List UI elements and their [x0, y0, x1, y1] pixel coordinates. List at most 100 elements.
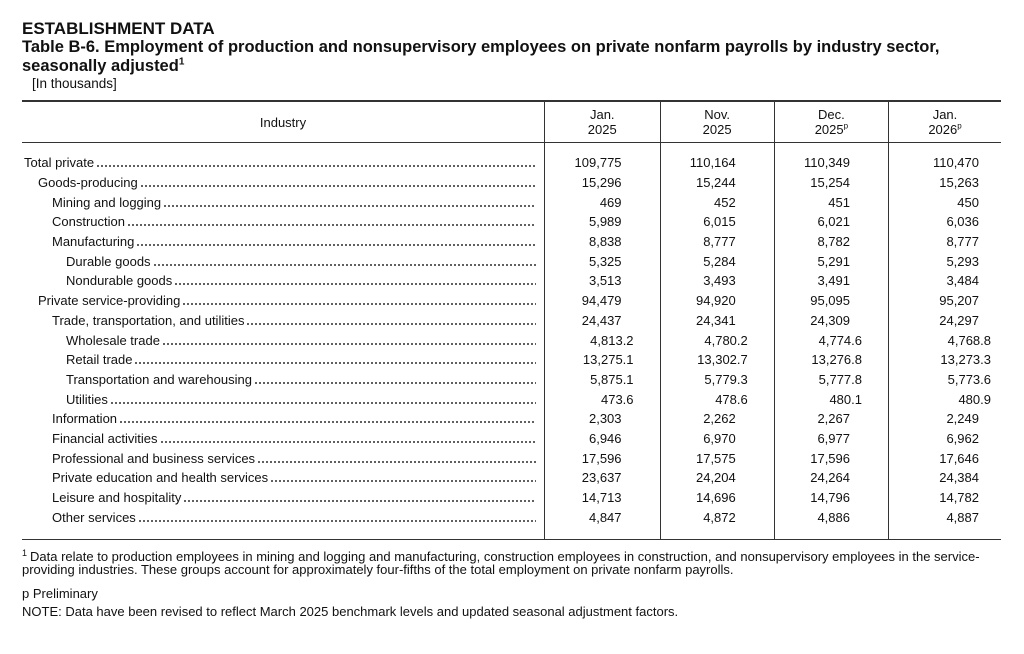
value-cell: 4,886	[773, 507, 889, 528]
table-row: Mining and logging 469 452 451 450	[22, 192, 1001, 213]
table-row: Other services 4,847 4,872 4,886 4,887	[22, 507, 1001, 528]
label-wrap: Wholesale trade	[66, 331, 544, 350]
value-cell: 5,325	[544, 251, 661, 272]
value-cell: 5,293	[888, 251, 1001, 272]
industry-label: Mining and logging	[22, 192, 545, 212]
table-row: Utilities 473.6 478.6 480.1 480.9	[22, 389, 1001, 409]
label-text: Wholesale trade	[66, 332, 160, 348]
label-wrap: Mining and logging	[52, 193, 544, 212]
label-text: Transportation and warehousing	[66, 371, 252, 387]
value-cell: 24,309	[773, 310, 889, 331]
table-row: Nondurable goods 3,513 3,493 3,491 3,484	[22, 271, 1001, 291]
table-title-text: Table B-6. Employment of production and …	[22, 38, 940, 75]
industry-label: Information	[22, 409, 545, 429]
label-text: Trade, transportation, and utilities	[52, 312, 245, 328]
label-wrap: Durable goods	[66, 252, 544, 271]
industry-label: Other services	[22, 507, 545, 527]
value-cell: 109,775	[544, 153, 661, 173]
label-text: Mining and logging	[52, 194, 162, 210]
label-wrap: Construction	[52, 212, 544, 231]
page: ESTABLISHMENT DATA Table B-6. Employment…	[22, 19, 1002, 619]
value-cell: 13,275.1	[544, 349, 661, 370]
label-text: Manufacturing	[52, 234, 135, 250]
table-title: Table B-6. Employment of production and …	[22, 38, 1002, 76]
industry-label: Total private	[22, 153, 545, 173]
spacer-cell	[888, 527, 1001, 541]
value-cell: 452	[659, 192, 775, 213]
value-cell: 6,015	[659, 212, 775, 232]
preliminary-mark: p	[957, 121, 962, 131]
industry-label: Retail trade	[22, 350, 545, 370]
table-row: Financial activities 6,946 6,970 6,977 6,962	[22, 428, 1001, 449]
label-text: Financial activities	[52, 430, 158, 446]
leader-dots	[253, 381, 536, 384]
table-row: Information 2,303 2,262 2,267 2,249	[22, 408, 1001, 429]
value-cell: 451	[773, 192, 889, 213]
value-cell: 5,779.3	[659, 369, 775, 390]
spacer-cell	[659, 142, 775, 153]
column-year: 2026	[928, 122, 958, 137]
value-cell: 24,384	[888, 468, 1001, 488]
value-cell: 94,920	[659, 290, 775, 311]
value-cell: 8,777	[888, 231, 1001, 252]
table-row: Wholesale trade 4,813.2 4,780.2 4,774.6 4,76…	[22, 330, 1001, 350]
label-text: Information	[52, 411, 118, 427]
industry-label: Professional and business services	[22, 448, 545, 468]
value-cell: 5,875.1	[544, 369, 661, 390]
value-cell: 17,646	[888, 448, 1001, 468]
value-cell: 469	[544, 192, 661, 213]
label-text: Private service-providing	[38, 293, 181, 309]
leader-dots	[257, 460, 536, 463]
table-row: Goods-producing 15,296 15,244 15,254 15,263	[22, 172, 1001, 193]
industry-label: Construction	[22, 212, 545, 232]
column-year: 2025	[814, 122, 844, 137]
value-cell: 15,263	[888, 172, 1001, 193]
value-cell: 110,470	[888, 153, 1001, 173]
industry-label: Durable goods	[22, 251, 545, 271]
spacer-row	[22, 142, 1001, 153]
label-text: Private education and health services	[52, 470, 269, 486]
value-cell: 6,977	[773, 428, 889, 449]
label-wrap: Utilities	[66, 390, 544, 409]
leader-dots	[182, 303, 536, 306]
value-cell: 14,782	[888, 487, 1001, 508]
value-cell: 8,782	[773, 231, 889, 252]
leader-dots	[163, 204, 536, 207]
footnote-mark: 1	[22, 547, 28, 558]
value-cell: 2,267	[773, 408, 889, 429]
industry-label: Leisure and hospitality	[22, 488, 545, 508]
value-cell: 3,513	[544, 271, 661, 291]
column-month: Jan.	[932, 107, 958, 122]
value-cell: 6,970	[659, 428, 775, 449]
column-year: 2025	[702, 122, 732, 137]
value-cell: 4,774.6	[773, 330, 889, 350]
label-wrap: Retail trade	[66, 350, 544, 369]
label-text: Nondurable goods	[66, 273, 173, 289]
value-cell: 480.9	[888, 389, 1001, 409]
label-text: Total private	[24, 155, 95, 171]
value-cell: 24,437	[544, 310, 661, 331]
value-cell: 14,696	[659, 487, 775, 508]
value-cell: 23,637	[544, 468, 661, 488]
title-footnote-mark: 1	[178, 56, 185, 68]
industry-header: Industry	[22, 100, 545, 143]
spacer-cell	[544, 142, 661, 153]
section-title: ESTABLISHMENT DATA	[22, 19, 215, 38]
industry-label: Goods-producing	[22, 173, 545, 193]
table-row: Total private 109,775 110,164 110,349 110,47…	[22, 153, 1001, 173]
leader-dots	[136, 244, 536, 247]
label-text: Retail trade	[66, 352, 133, 368]
industry-label: Utilities	[22, 389, 545, 409]
label-wrap: Manufacturing	[52, 232, 544, 251]
value-cell: 5,773.6	[888, 369, 1001, 390]
value-cell: 5,777.8	[773, 369, 889, 390]
data-table: Industry Jan. 2025 Nov. 2025 Dec. 2025p Jan. 20…	[22, 100, 1001, 541]
value-cell: 4,887	[888, 507, 1001, 528]
industry-label: Trade, transportation, and utilities	[22, 311, 545, 331]
column-header: Jan. 2025	[544, 100, 661, 143]
value-cell: 2,249	[888, 408, 1001, 429]
label-wrap: Leisure and hospitality	[52, 488, 544, 507]
value-cell: 478.6	[659, 389, 775, 409]
industry-label: Financial activities	[22, 429, 545, 449]
value-cell: 15,244	[659, 172, 775, 193]
